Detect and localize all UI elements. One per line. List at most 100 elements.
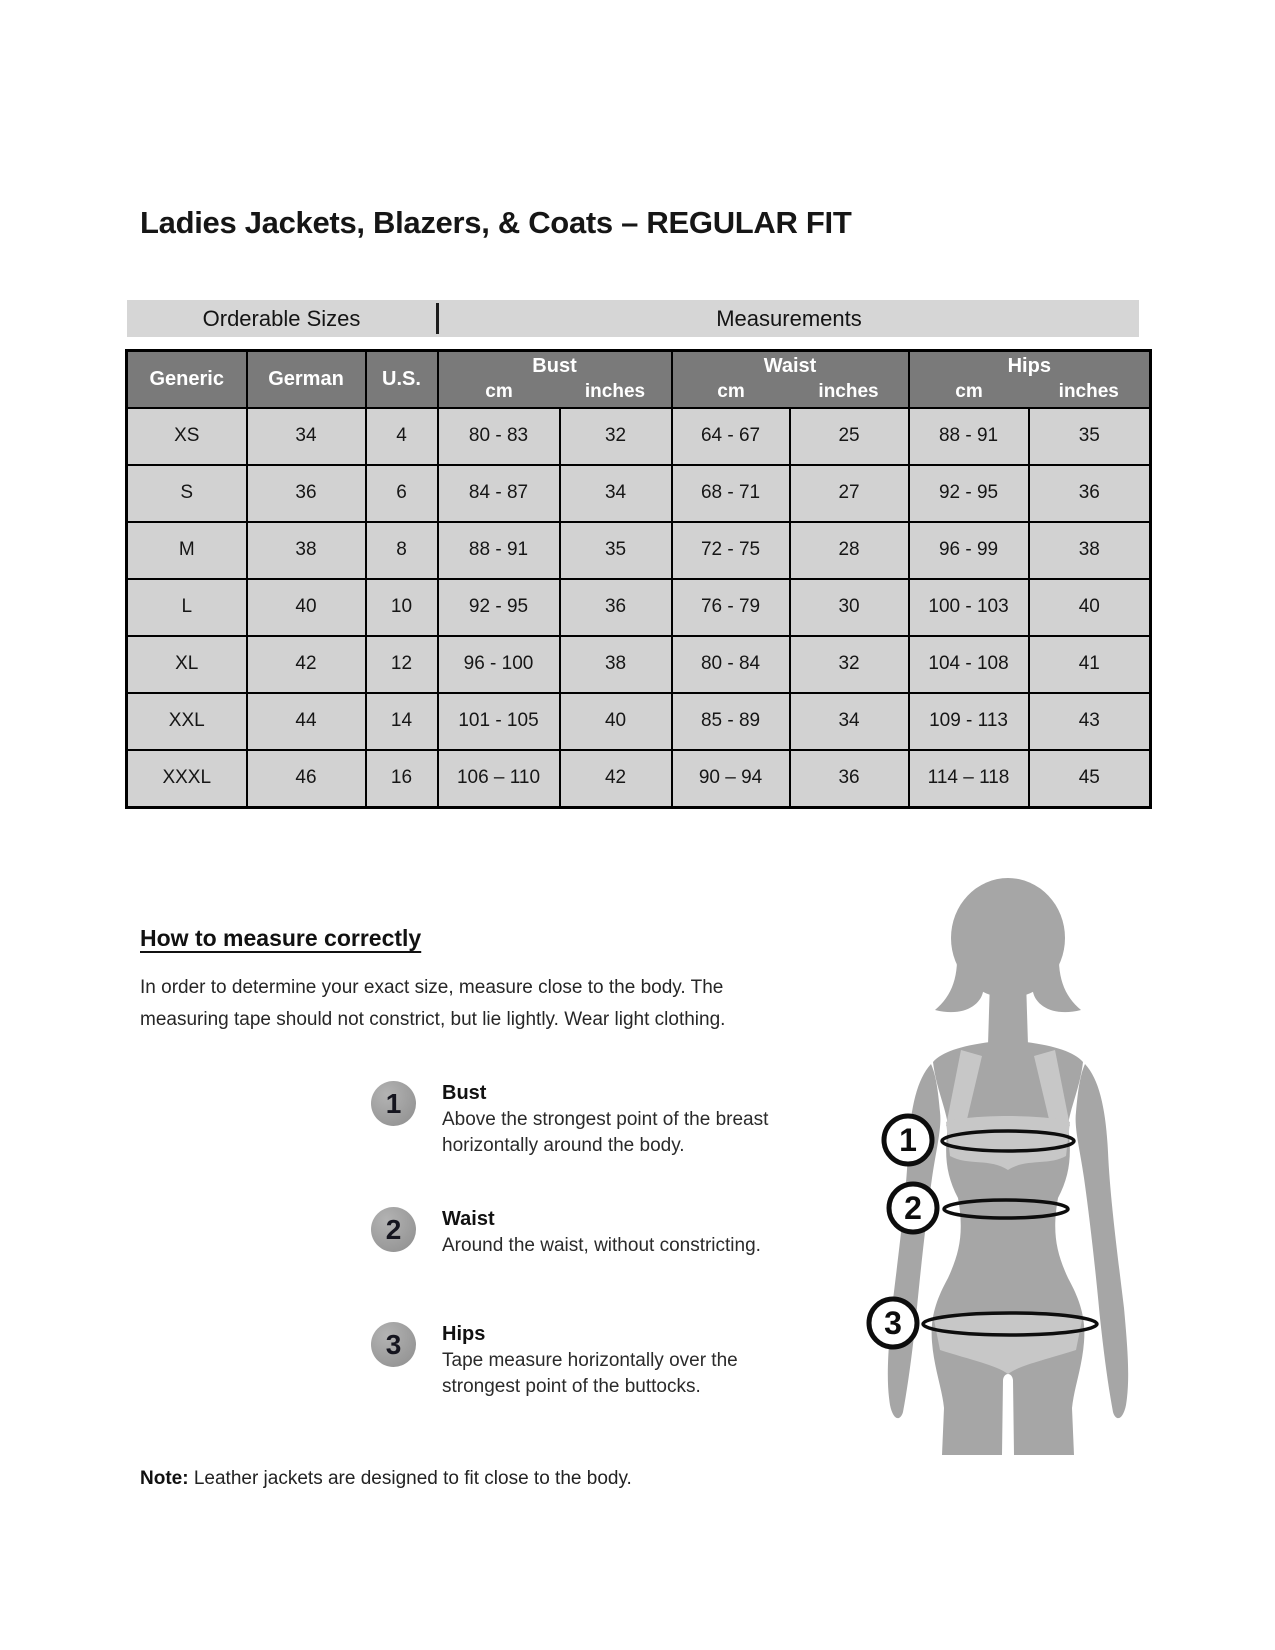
table-cell: 40 bbox=[558, 691, 673, 751]
table-cell: 68 - 71 bbox=[670, 463, 791, 523]
note-label: Note: bbox=[140, 1468, 189, 1489]
table-cell: 38 bbox=[1027, 520, 1152, 580]
table-cell: 14 bbox=[364, 691, 439, 751]
how-to-intro: In order to determine your exact size, m… bbox=[140, 977, 726, 1030]
table-cell: 42 bbox=[558, 748, 673, 808]
table-cell: 10 bbox=[364, 577, 439, 637]
table-cell: 72 - 75 bbox=[670, 520, 791, 580]
step-1-title: Bust bbox=[442, 1082, 487, 1104]
table-cell: XL bbox=[125, 634, 248, 694]
table-cell: 96 - 99 bbox=[907, 520, 1030, 580]
figure-marker-3 bbox=[866, 1296, 920, 1350]
table-cell: 35 bbox=[1027, 406, 1152, 466]
header-generic: Generic bbox=[125, 349, 248, 409]
waist-measure-ellipse bbox=[942, 1198, 1070, 1220]
table-cell: 88 - 91 bbox=[907, 406, 1030, 466]
table-cell: 34 bbox=[245, 406, 367, 466]
table-cell: 40 bbox=[1027, 577, 1152, 637]
step-1-desc: Above the strongest point of the breast … bbox=[442, 1109, 769, 1156]
table-cell: 8 bbox=[364, 520, 439, 580]
table-cell: 25 bbox=[788, 406, 910, 466]
table-cell: 100 - 103 bbox=[907, 577, 1030, 637]
table-cell: 38 bbox=[558, 634, 673, 694]
table-cell: 36 bbox=[245, 463, 367, 523]
body-measurement-figure: 1 2 3 bbox=[830, 860, 1140, 1460]
table-top-band: Orderable Sizes Measurements bbox=[127, 300, 1139, 337]
hips-measure-ellipse bbox=[921, 1311, 1099, 1337]
table-cell: 92 - 95 bbox=[907, 463, 1030, 523]
table-cell: 92 - 95 bbox=[436, 577, 561, 637]
step-3-badge: 3 bbox=[371, 1322, 416, 1367]
table-cell: 28 bbox=[788, 520, 910, 580]
step-3-title: Hips bbox=[442, 1323, 486, 1345]
table-cell: 34 bbox=[558, 463, 673, 523]
header-bust: Bust bbox=[436, 349, 673, 381]
table-cell: 104 - 108 bbox=[907, 634, 1030, 694]
table-row: S 36 6 84 - 87 34 68 - 71 27 92 - 95 36 bbox=[125, 463, 1152, 523]
table-cell: 36 bbox=[788, 748, 910, 808]
table-cell: 41 bbox=[1027, 634, 1152, 694]
table-cell: 76 - 79 bbox=[670, 577, 791, 637]
underwear-shapes bbox=[934, 1050, 1082, 1374]
table-row: M 38 8 88 - 91 35 72 - 75 28 96 - 99 38 bbox=[125, 520, 1152, 580]
table-row: L 40 10 92 - 95 36 76 - 79 30 100 - 103 … bbox=[125, 577, 1152, 637]
size-table-container: Generic German U.S. Bust Waist Hips cm i… bbox=[125, 349, 1153, 809]
figure-marker-3-label: 3 bbox=[884, 1305, 902, 1341]
header-waist-inches: inches bbox=[789, 380, 910, 409]
step-hips: 3 Hips Tape measure horizontally over th… bbox=[371, 1322, 810, 1400]
table-row: XXXL 46 16 106 – 110 42 90 – 94 36 114 –… bbox=[125, 748, 1152, 808]
table-cell: M bbox=[125, 520, 248, 580]
table-cell: L bbox=[125, 577, 248, 637]
footer-note: Note: Leather jackets are designed to fi… bbox=[140, 1468, 632, 1490]
table-cell: 80 - 84 bbox=[670, 634, 791, 694]
table-cell: 40 bbox=[245, 577, 367, 637]
header-hips-inches: inches bbox=[1028, 380, 1152, 409]
table-cell: 101 - 105 bbox=[436, 691, 561, 751]
table-cell: 30 bbox=[788, 577, 910, 637]
band-measurements: Measurements bbox=[716, 305, 862, 331]
table-cell: 114 – 118 bbox=[907, 748, 1030, 808]
table-cell: 42 bbox=[245, 634, 367, 694]
page-title: Ladies Jackets, Blazers, & Coats – REGUL… bbox=[140, 205, 852, 240]
band-orderable-sizes: Orderable Sizes bbox=[202, 305, 361, 331]
table-cell: S bbox=[125, 463, 248, 523]
bust-measure-ellipse bbox=[940, 1129, 1076, 1153]
table-cell: 64 - 67 bbox=[670, 406, 791, 466]
step-2-desc: Around the waist, without constricting. bbox=[442, 1235, 761, 1256]
header-bust-cm: cm bbox=[436, 380, 560, 409]
how-to-heading: How to measure correctly bbox=[140, 925, 422, 951]
table-cell: 106 – 110 bbox=[436, 748, 561, 808]
table-row: XL 42 12 96 - 100 38 80 - 84 32 104 - 10… bbox=[125, 634, 1152, 694]
step-2-title: Waist bbox=[442, 1208, 495, 1230]
step-bust: 1 Bust Above the strongest point of the … bbox=[371, 1081, 810, 1159]
table-cell: 109 - 113 bbox=[907, 691, 1030, 751]
table-cell: 84 - 87 bbox=[436, 463, 561, 523]
table-cell: 43 bbox=[1027, 691, 1152, 751]
table-cell: 85 - 89 bbox=[670, 691, 791, 751]
size-table: Generic German U.S. Bust Waist Hips cm i… bbox=[125, 349, 1153, 809]
header-waist: Waist bbox=[670, 349, 910, 381]
table-cell: 4 bbox=[364, 406, 439, 466]
band-divider bbox=[436, 303, 439, 334]
table-cell: 32 bbox=[558, 406, 673, 466]
step-waist: 2 Waist Around the waist, without constr… bbox=[371, 1207, 810, 1259]
table-cell: 36 bbox=[1027, 463, 1152, 523]
table-row: XS 34 4 80 - 83 32 64 - 67 25 88 - 91 35 bbox=[125, 406, 1152, 466]
table-cell: 36 bbox=[558, 577, 673, 637]
table-cell: 12 bbox=[364, 634, 439, 694]
header-hips: Hips bbox=[907, 349, 1152, 381]
female-silhouette-icon: 1 2 3 bbox=[866, 878, 1129, 1455]
table-cell: 90 – 94 bbox=[670, 748, 791, 808]
header-waist-cm: cm bbox=[670, 380, 790, 409]
note-text: Leather jackets are designed to fit clos… bbox=[188, 1468, 632, 1489]
table-cell: 35 bbox=[558, 520, 673, 580]
table-cell: 34 bbox=[788, 691, 910, 751]
header-german: German bbox=[245, 349, 367, 409]
table-cell: 44 bbox=[245, 691, 367, 751]
table-cell: XXL bbox=[125, 691, 248, 751]
table-cell: 32 bbox=[788, 634, 910, 694]
figure-marker-2 bbox=[886, 1181, 940, 1235]
table-cell: 38 bbox=[245, 520, 367, 580]
figure-marker-2-label: 2 bbox=[904, 1190, 922, 1226]
